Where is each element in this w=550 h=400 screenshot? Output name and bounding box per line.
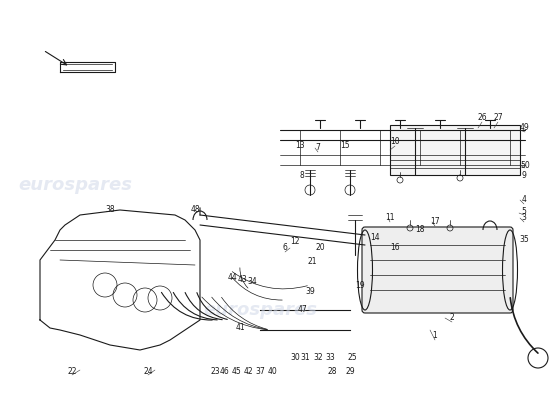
- Text: eurospares: eurospares: [203, 301, 317, 319]
- Text: 32: 32: [313, 354, 323, 362]
- Text: 14: 14: [370, 234, 380, 242]
- Text: 5: 5: [521, 208, 526, 216]
- Text: 1: 1: [433, 330, 437, 340]
- Text: 25: 25: [347, 354, 357, 362]
- Text: 19: 19: [355, 280, 365, 290]
- Text: 50: 50: [520, 160, 530, 170]
- Text: 15: 15: [340, 140, 350, 150]
- Text: 10: 10: [390, 138, 400, 146]
- Text: 23: 23: [210, 368, 220, 376]
- Text: 34: 34: [247, 278, 257, 286]
- Text: 8: 8: [300, 170, 304, 180]
- Text: 33: 33: [325, 354, 335, 362]
- Text: 28: 28: [327, 368, 337, 376]
- Text: 20: 20: [315, 244, 325, 252]
- Text: 22: 22: [67, 368, 77, 376]
- Text: 21: 21: [307, 258, 317, 266]
- Text: 7: 7: [316, 144, 321, 152]
- Text: 49: 49: [520, 124, 530, 132]
- Text: 35: 35: [519, 236, 529, 244]
- Text: 40: 40: [267, 368, 277, 376]
- FancyBboxPatch shape: [362, 227, 513, 313]
- Text: 44: 44: [227, 274, 237, 282]
- Text: 6: 6: [283, 244, 288, 252]
- Text: 27: 27: [493, 114, 503, 122]
- Text: 18: 18: [415, 226, 425, 234]
- Text: 16: 16: [390, 244, 400, 252]
- Text: 3: 3: [521, 214, 526, 222]
- Text: 43: 43: [237, 276, 247, 284]
- Text: 4: 4: [521, 196, 526, 204]
- Text: 30: 30: [290, 354, 300, 362]
- Text: 39: 39: [305, 288, 315, 296]
- Text: 42: 42: [243, 368, 253, 376]
- Text: 2: 2: [450, 314, 454, 322]
- Text: 38: 38: [105, 206, 115, 214]
- Text: 47: 47: [297, 306, 307, 314]
- Text: 48: 48: [190, 206, 200, 214]
- Text: 12: 12: [290, 238, 300, 246]
- Text: 11: 11: [385, 214, 395, 222]
- Text: 13: 13: [295, 140, 305, 150]
- Bar: [390, 125, 520, 175]
- Text: 9: 9: [521, 170, 526, 180]
- Text: 37: 37: [255, 368, 265, 376]
- Text: 29: 29: [345, 368, 355, 376]
- Text: 17: 17: [430, 218, 440, 226]
- Text: 45: 45: [231, 368, 241, 376]
- Text: 24: 24: [143, 368, 153, 376]
- Text: 26: 26: [477, 114, 487, 122]
- Text: 41: 41: [235, 324, 245, 332]
- Text: eurospares: eurospares: [18, 176, 132, 194]
- Text: 46: 46: [220, 368, 230, 376]
- Text: 31: 31: [300, 354, 310, 362]
